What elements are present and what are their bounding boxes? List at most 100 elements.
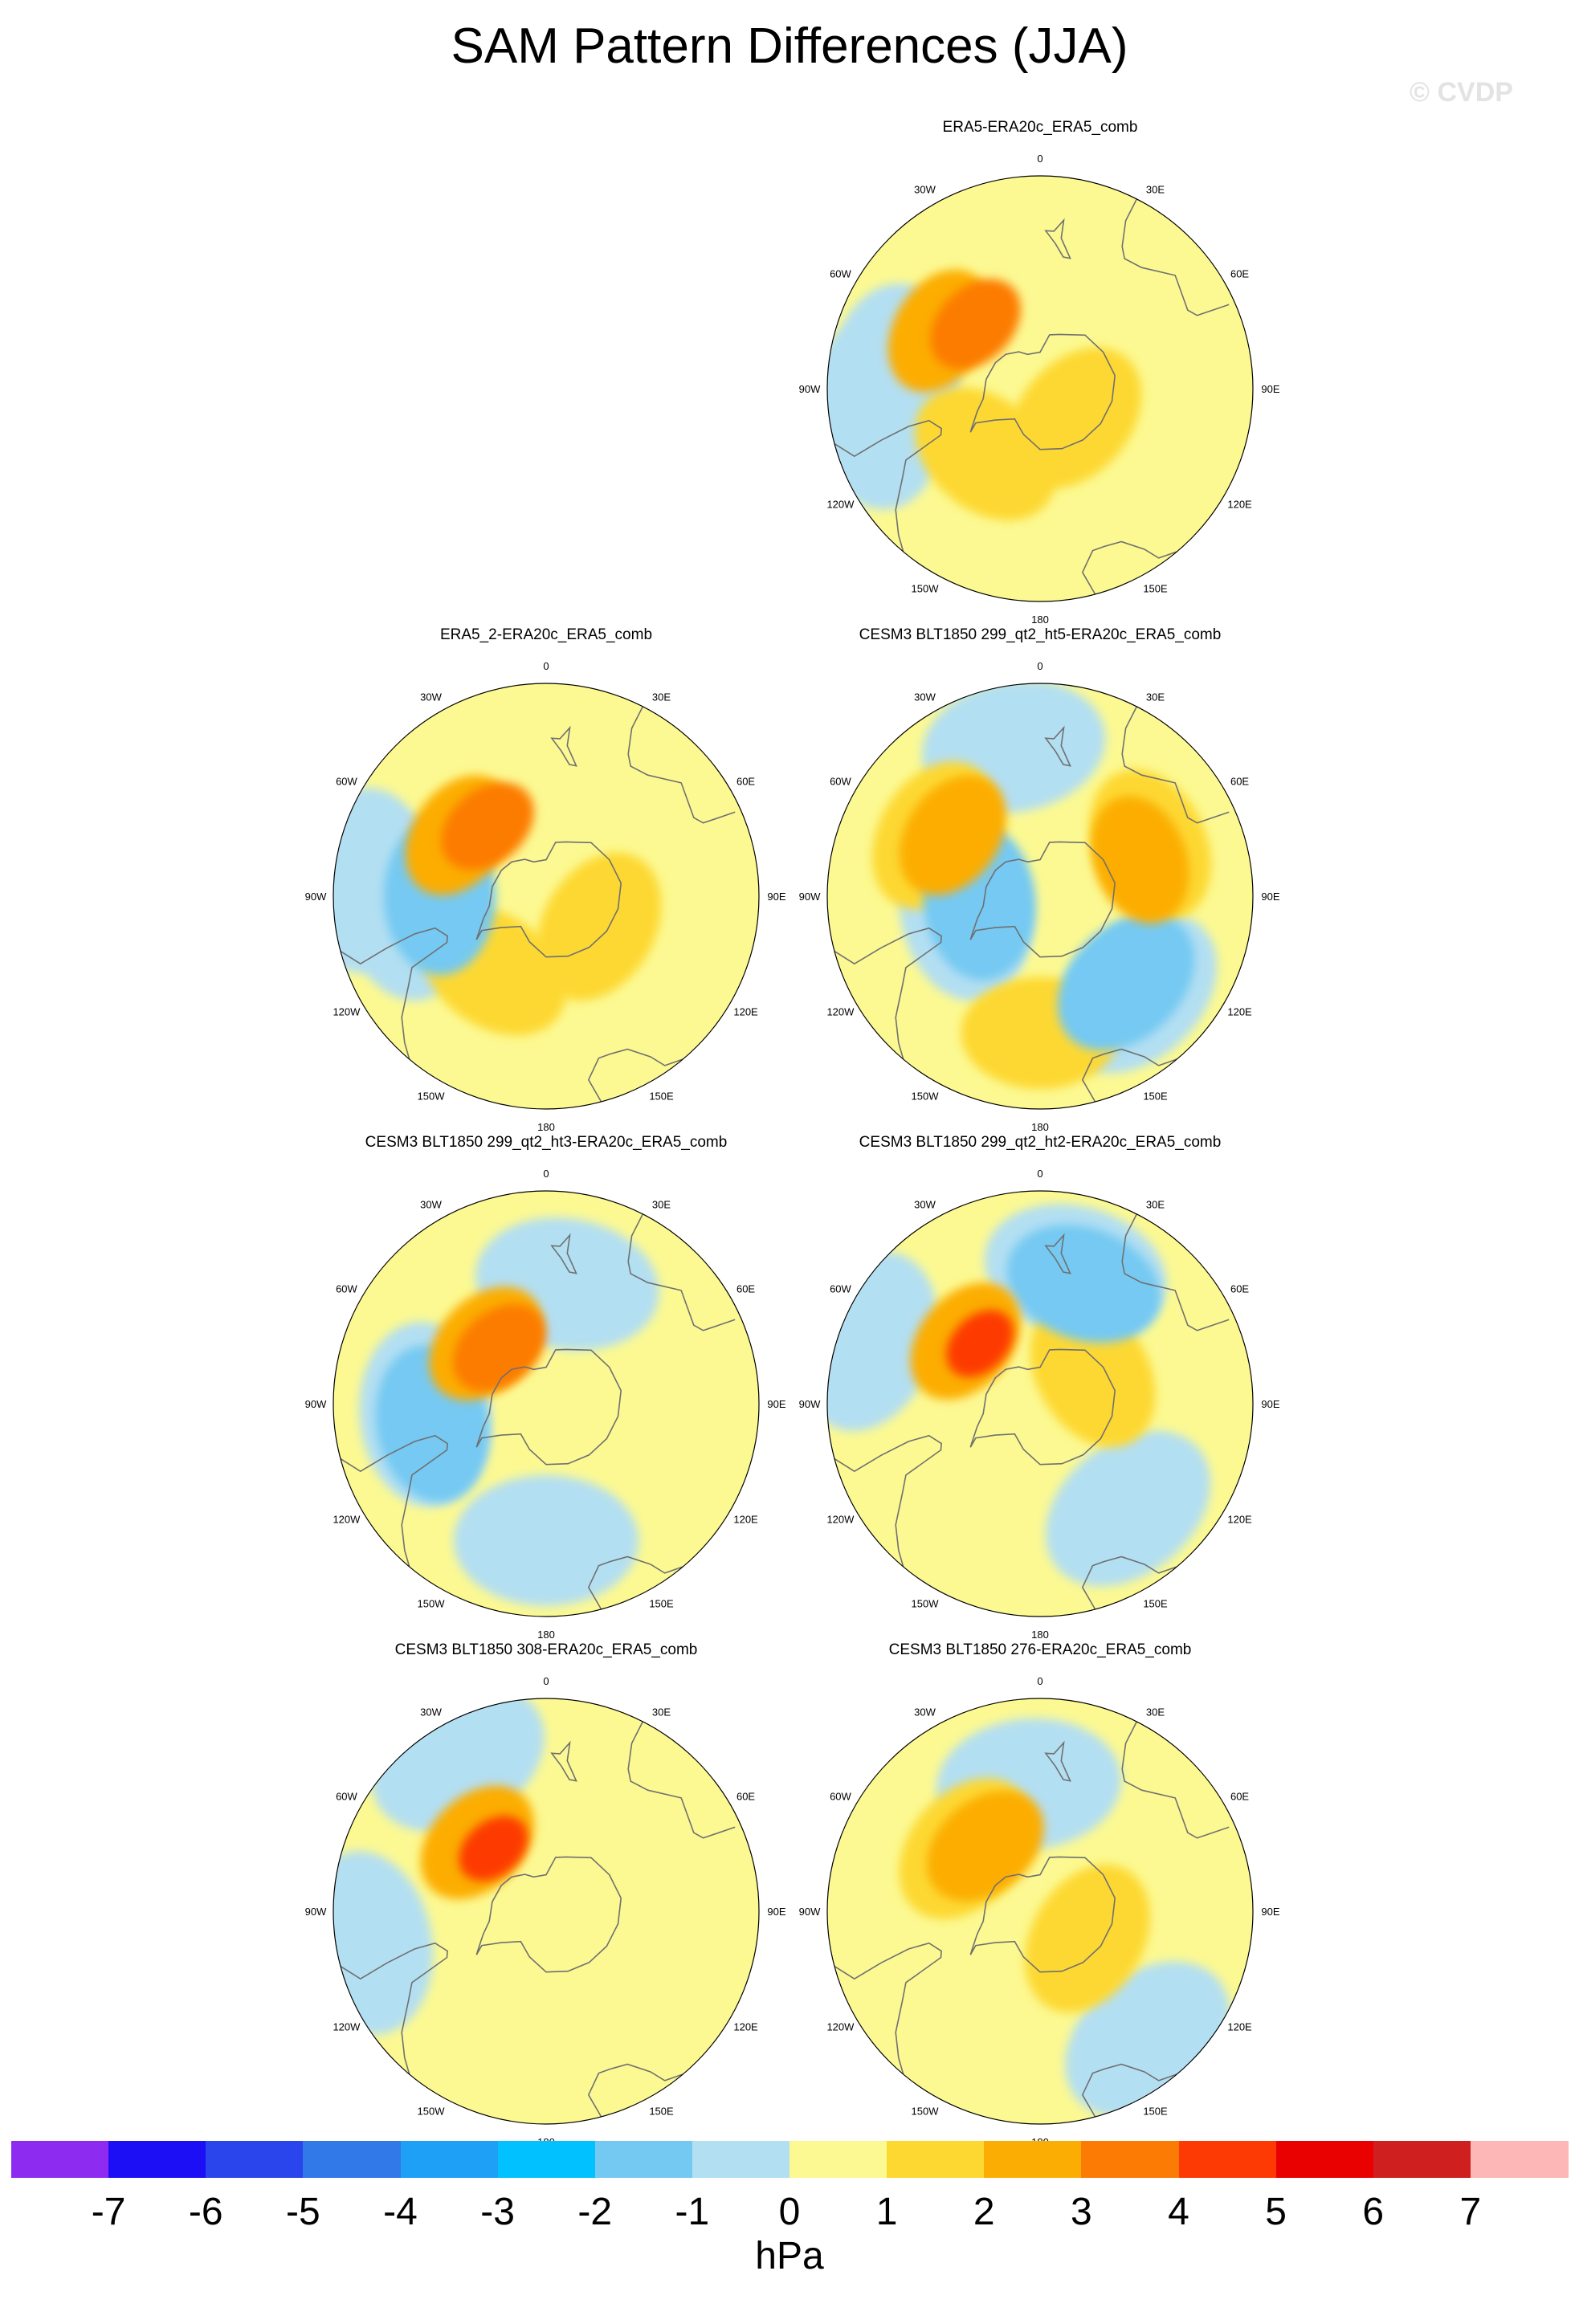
coastline [587, 1555, 683, 1610]
panel-title: CESM3 BLT1850 299_qt2_ht5-ERA20c_ERA5_co… [859, 626, 1222, 643]
map-boundary [333, 683, 760, 1110]
coastline [1081, 1048, 1177, 1103]
longitude-label: 60E [1230, 1283, 1249, 1295]
colorbar-tick-label: -4 [383, 2191, 418, 2233]
longitude-label: 150E [1143, 2106, 1168, 2118]
longitude-label: 30W [420, 1198, 442, 1210]
coastline [1081, 2063, 1177, 2118]
colorbar-units: hPa [755, 2235, 824, 2277]
coastline [340, 1942, 448, 2075]
colorbar-segment [887, 2141, 985, 2178]
coastline [1044, 725, 1071, 767]
longitude-label: 30W [914, 1198, 936, 1210]
longitude-label: 120E [1227, 1514, 1252, 1526]
longitude-label: 90W [799, 1906, 821, 1918]
colorbar-tick-label: 0 [778, 2191, 801, 2233]
longitude-label: 120W [333, 1006, 361, 1018]
colorbar-tick-label: 3 [1071, 2191, 1092, 2233]
longitude-label: 30E [1146, 1706, 1165, 1718]
anomaly-contour [927, 1791, 1044, 1902]
panel-title: CESM3 BLT1850 299_qt2_ht2-ERA20c_ERA5_co… [859, 1134, 1222, 1151]
map-boundary [826, 175, 1254, 602]
coastline [587, 2063, 683, 2118]
anomaly-contour [1091, 796, 1189, 923]
longitude-label: 150W [418, 1598, 446, 1610]
longitude-label: 90W [305, 1398, 327, 1410]
colorbar-segment [206, 2141, 304, 2178]
anomaly-contour [441, 782, 534, 870]
longitude-label: 60E [1230, 776, 1249, 788]
colorbar-segment [790, 2141, 887, 2178]
colorbar-tick-label: -2 [577, 2191, 613, 2233]
longitude-label: 0 [1037, 1168, 1042, 1180]
colorbar-tick-label: -7 [91, 2191, 126, 2233]
colorbar-tick-label: 6 [1362, 2191, 1385, 2233]
panel-title: ERA5_2-ERA20c_ERA5_comb [439, 626, 653, 643]
longitude-label: 60W [830, 1283, 851, 1295]
longitude-label: 60E [1230, 268, 1249, 280]
anomaly-contour [946, 1310, 1014, 1377]
longitude-label: 180 [537, 1629, 555, 1640]
colorbar-tick-label: 5 [1265, 2191, 1287, 2233]
map-boundary [826, 683, 1254, 1110]
longitude-label: 120W [826, 1514, 855, 1526]
longitude-label: 90W [799, 1398, 821, 1410]
longitude-label: 120W [333, 2021, 361, 2033]
colorbar-segment [1373, 2141, 1471, 2178]
coastline [550, 1740, 577, 1782]
colorbar-tick-label: -5 [286, 2191, 320, 2233]
longitude-label: 120E [1227, 2021, 1252, 2033]
anomaly-contour [899, 775, 1007, 895]
map-boundary [333, 1190, 760, 1617]
colorbar-tick-label: 4 [1168, 2191, 1189, 2233]
colorbar-segment [400, 2141, 499, 2178]
colorbar-segment [692, 2141, 790, 2178]
longitude-label: 30W [914, 183, 936, 195]
coastline [834, 419, 942, 552]
longitude-label: 120W [826, 499, 855, 511]
coastline [340, 1434, 448, 1568]
coastline [475, 1348, 622, 1466]
colorbar-segment [108, 2141, 206, 2178]
longitude-label: 90E [1261, 1398, 1279, 1410]
coastline [969, 841, 1116, 958]
longitude-label: 0 [1037, 660, 1042, 672]
longitude-label: 150E [649, 1598, 674, 1610]
coastline [1044, 1233, 1071, 1274]
figure-title: SAM Pattern Differences (JJA) [451, 18, 1128, 74]
longitude-label: 90W [305, 891, 327, 903]
anomaly-contour [1006, 1224, 1161, 1343]
colorbar-tick-label: 2 [973, 2191, 995, 2233]
longitude-label: 90E [767, 1398, 785, 1410]
coastline [1081, 1555, 1177, 1610]
coastline [475, 841, 622, 958]
longitude-label: 150W [418, 2106, 446, 2118]
longitude-label: 180 [1031, 1121, 1049, 1132]
longitude-label: 30E [1146, 691, 1165, 703]
longitude-label: 180 [1031, 614, 1049, 625]
longitude-label: 120E [1227, 1006, 1252, 1018]
longitude-label: 60W [830, 268, 851, 280]
longitude-label: 90E [767, 1906, 785, 1918]
longitude-label: 60W [336, 776, 357, 788]
longitude-label: 60E [736, 776, 755, 788]
coastline [834, 1434, 942, 1568]
colorbar-segment [984, 2141, 1082, 2178]
colorbar-segment [1275, 2141, 1374, 2178]
longitude-label: 30E [652, 1706, 671, 1718]
longitude-label: 150E [649, 1091, 674, 1103]
longitude-label: 120E [733, 1006, 758, 1018]
anomaly-contour [333, 1851, 434, 2035]
longitude-label: 120E [733, 2021, 758, 2033]
longitude-label: 150W [912, 1598, 940, 1610]
longitude-label: 120W [826, 1006, 855, 1018]
longitude-label: 90E [1261, 383, 1279, 395]
colorbar-tick-label: 7 [1459, 2191, 1482, 2233]
map-panel: CESM3 BLT1850 276-ERA20c_ERA5_comb 0 30E 60… [791, 1641, 1289, 2147]
